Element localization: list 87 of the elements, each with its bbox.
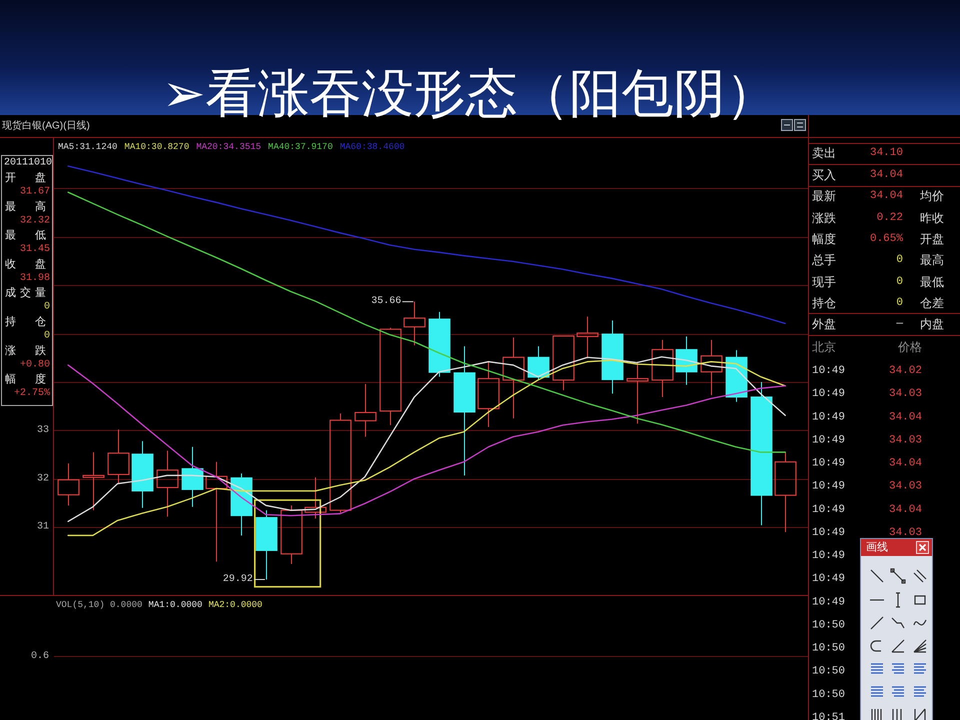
- text: 10:49: [812, 504, 846, 516]
- text: 10:49: [812, 458, 846, 470]
- text: 10:49: [812, 365, 846, 377]
- text: 10:50: [812, 619, 846, 632]
- text: 0.65%: [870, 233, 904, 245]
- chart-title: ➢看涨吞没形态（阳包阴）: [162, 64, 778, 124]
- text: 最低: [920, 275, 944, 289]
- text: 0: [896, 254, 903, 266]
- text: 仓差: [920, 296, 944, 310]
- text: 最低: [5, 230, 46, 242]
- text: 34.03: [888, 434, 922, 446]
- y-tick-label: 33: [36, 424, 49, 436]
- text: MA1:0.0000: [148, 600, 202, 610]
- text: 34.03: [888, 388, 922, 400]
- text: 34.10: [870, 147, 903, 159]
- text: 开盘: [920, 232, 944, 246]
- text: 总手: [811, 253, 836, 267]
- text: 34.04: [888, 504, 922, 516]
- text: 持仓: [812, 296, 836, 310]
- text: 开盘: [5, 172, 46, 184]
- text: 画线: [866, 540, 888, 554]
- y-tick-label: 32: [36, 473, 49, 484]
- text: 32.32: [20, 215, 50, 226]
- text: +2.75%: [14, 388, 50, 400]
- text: 0.22: [876, 212, 903, 224]
- text: 收盘: [5, 258, 46, 270]
- text: 10:49: [812, 388, 846, 400]
- text: 0: [896, 276, 903, 288]
- text: MA40:37.9170: [268, 142, 333, 152]
- text: 34.03: [888, 480, 922, 493]
- text: MA10:30.8270: [124, 142, 190, 152]
- text: 最高: [5, 200, 46, 213]
- text: 10:49: [812, 526, 846, 539]
- annotation: 35.66: [371, 296, 402, 308]
- text: 10:49: [812, 411, 846, 424]
- text: 34.02: [888, 365, 922, 377]
- line-series: [67, 165, 786, 324]
- text: 现手: [812, 275, 836, 289]
- text: 北京: [812, 340, 836, 354]
- text: 10:51: [812, 712, 846, 720]
- text: 0.6: [30, 651, 49, 662]
- text: 买入: [812, 168, 836, 182]
- text: 10:49: [812, 434, 846, 446]
- text: MA5:31.1240: [58, 142, 118, 152]
- text: 0: [896, 297, 903, 309]
- text: 10:49: [812, 480, 846, 493]
- text: 31.67: [20, 186, 50, 198]
- y-tick-label: 31: [36, 522, 49, 533]
- text: 昨收: [920, 211, 944, 225]
- text: 持仓: [5, 316, 46, 328]
- text: 价格: [897, 340, 922, 354]
- text: VOL(5,10) 0.0000: [56, 600, 142, 610]
- text: 10:49: [812, 596, 846, 608]
- text: 10:49: [812, 550, 846, 562]
- text: 均价: [919, 189, 944, 203]
- text: 34.03: [888, 526, 922, 539]
- text: 34.04: [870, 169, 904, 181]
- text: 最新: [812, 189, 836, 203]
- text: 外盘: [812, 317, 836, 331]
- text: 0: [44, 330, 50, 342]
- text: 成交量: [5, 286, 46, 300]
- text: 34.04: [870, 190, 904, 202]
- text: 10:50: [812, 666, 846, 678]
- text: 涨跌: [5, 344, 46, 357]
- text: 卖出: [812, 146, 836, 160]
- annotation: 29.92: [222, 574, 253, 586]
- text: 幅度: [812, 232, 836, 246]
- text: 31.45: [20, 244, 50, 256]
- text: MA2:0.0000: [208, 600, 262, 610]
- text: 10:50: [812, 688, 846, 701]
- text: 20111010: [4, 158, 52, 168]
- text: —: [895, 318, 904, 330]
- text: 涨跌: [812, 211, 836, 225]
- text: MA60:38.4600: [340, 142, 405, 152]
- text: 34.04: [888, 458, 922, 470]
- line-series: [67, 192, 786, 453]
- chart-subtitle: 现货白银(AG)(日线): [2, 120, 90, 132]
- text: 34.04: [888, 411, 922, 424]
- text: 0: [44, 302, 50, 313]
- text: 10:50: [812, 642, 846, 655]
- text: +0.80: [20, 359, 50, 370]
- text: 10:49: [812, 573, 846, 586]
- text: 幅度: [5, 372, 46, 386]
- text: 最高: [920, 253, 944, 267]
- text: MA20:34.3515: [196, 142, 262, 152]
- text: 31.98: [20, 272, 50, 284]
- text: 内盘: [920, 317, 944, 331]
